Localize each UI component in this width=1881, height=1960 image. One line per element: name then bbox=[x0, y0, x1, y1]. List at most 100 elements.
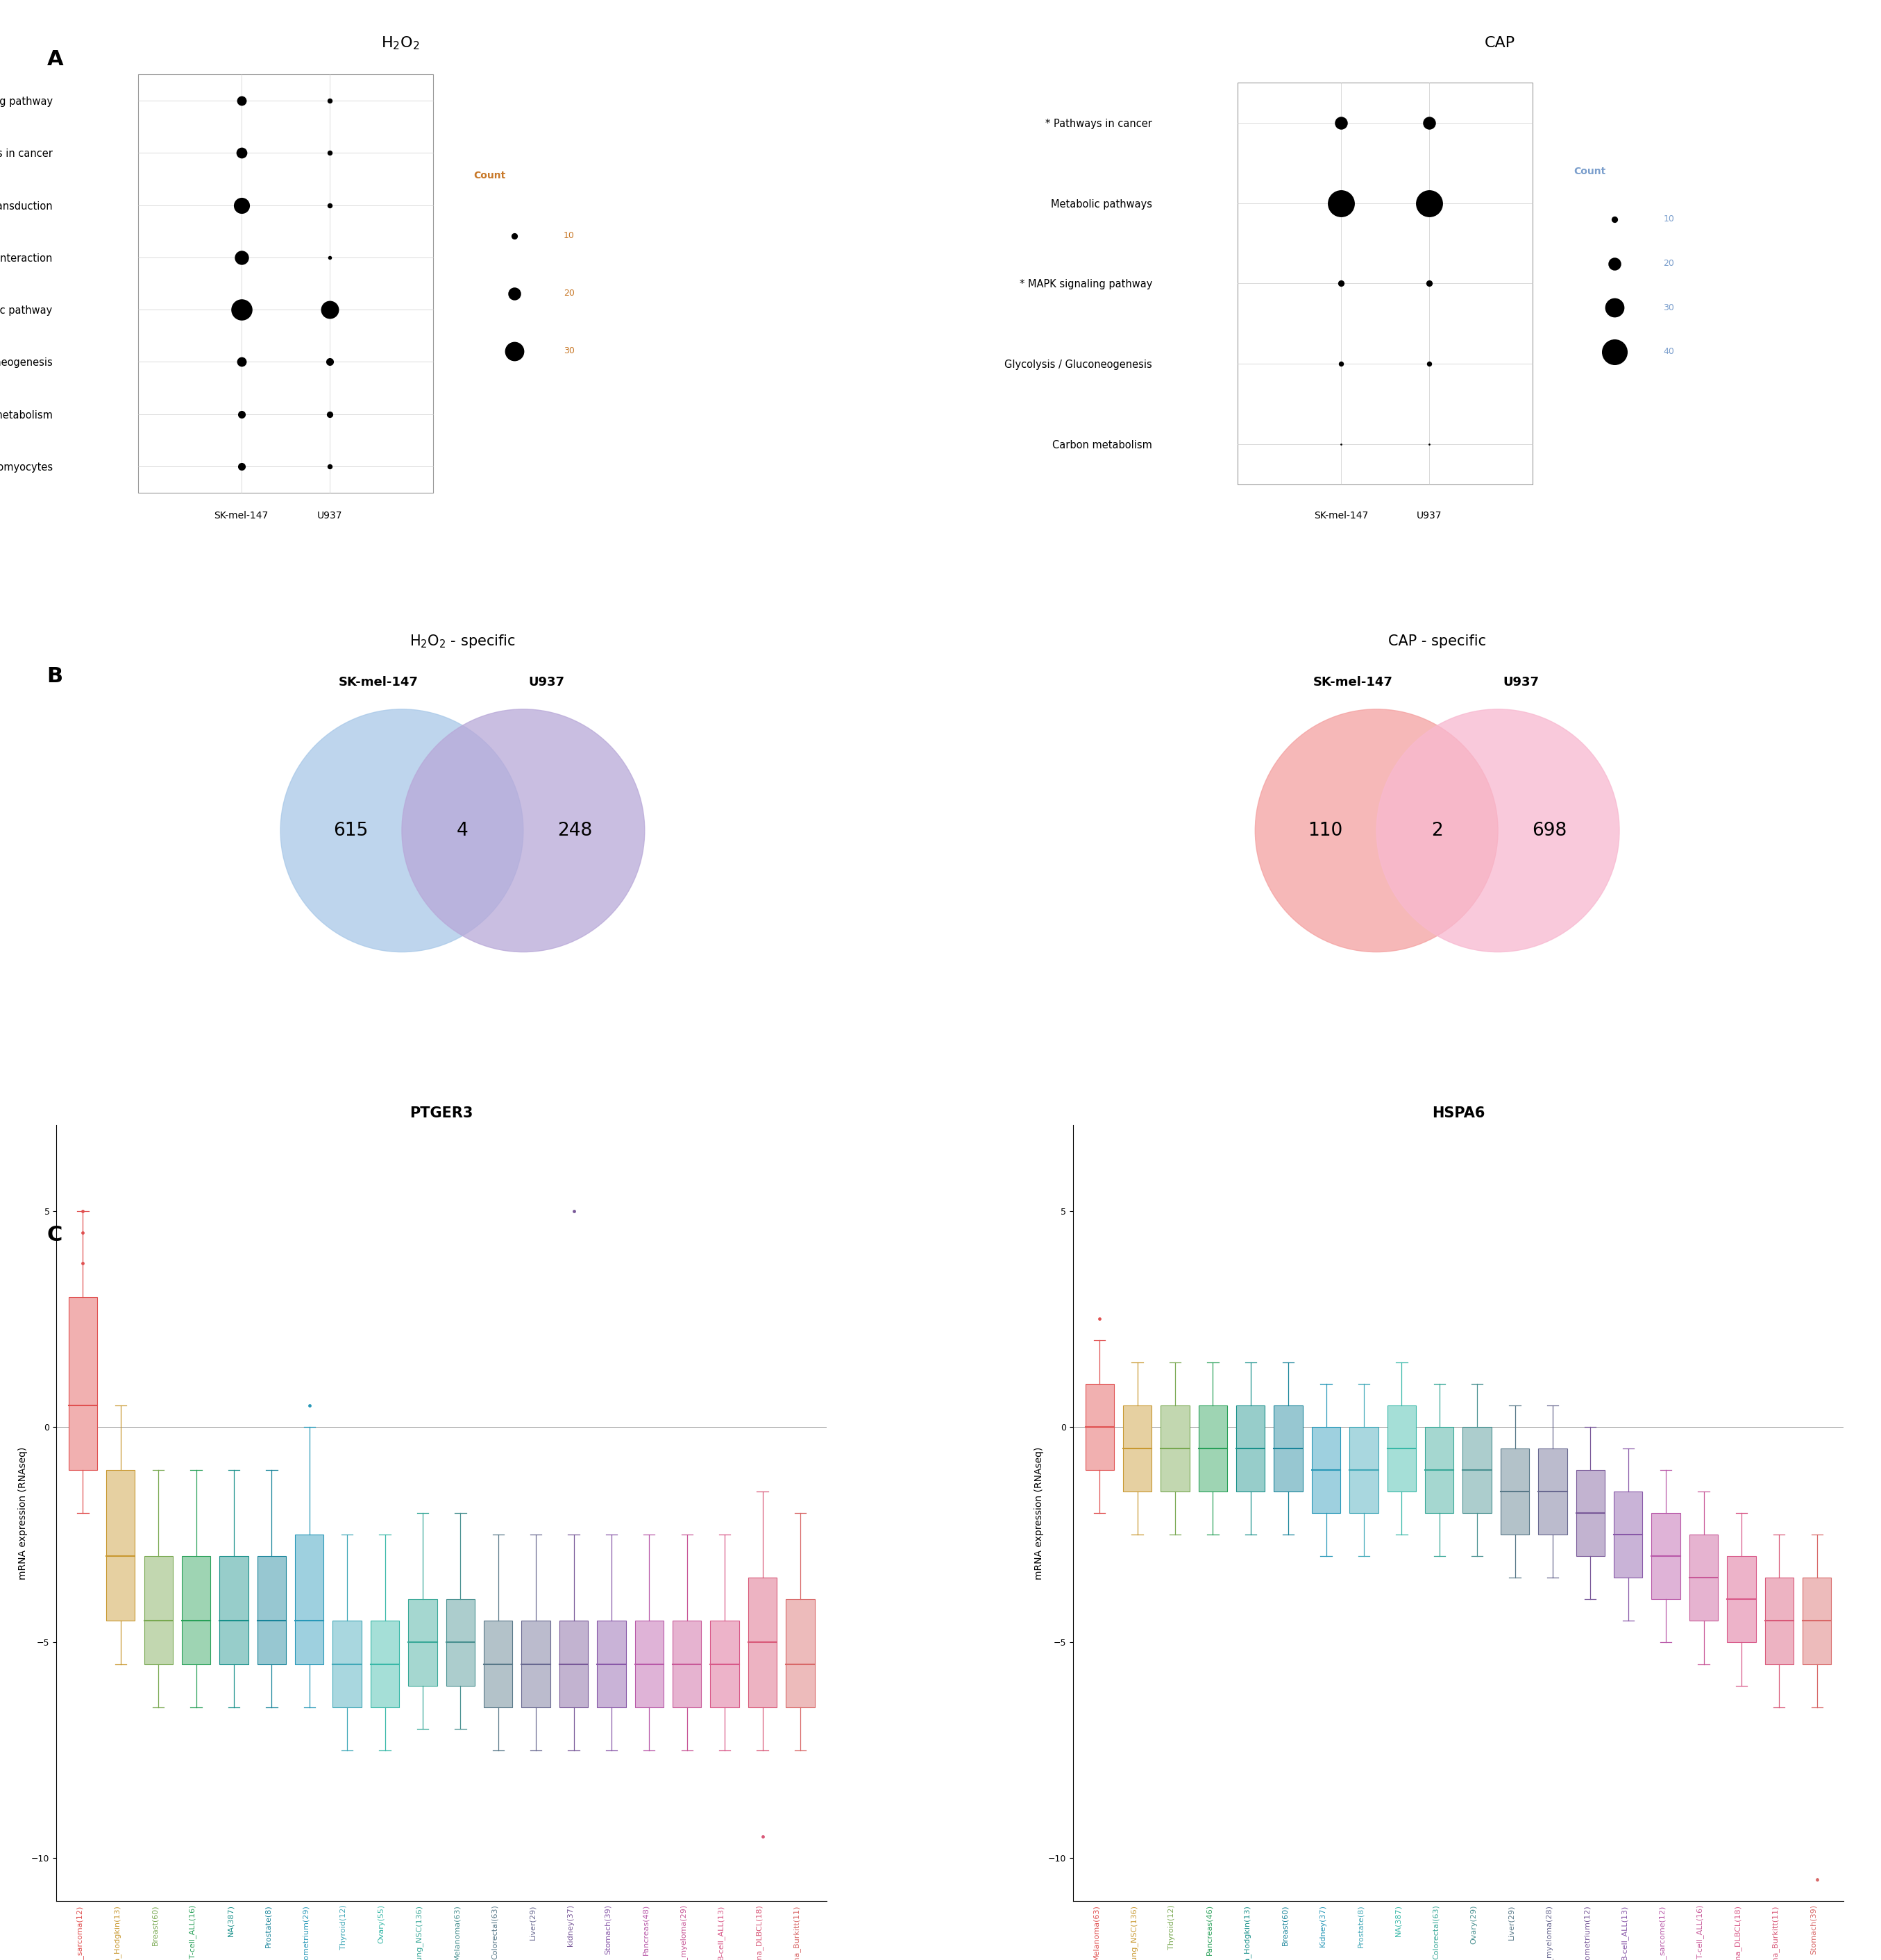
Text: U937: U937 bbox=[1503, 676, 1539, 688]
FancyBboxPatch shape bbox=[295, 1535, 324, 1664]
Point bbox=[1326, 429, 1356, 461]
Text: 698: 698 bbox=[1531, 821, 1567, 839]
Point bbox=[1415, 269, 1445, 300]
FancyBboxPatch shape bbox=[1727, 1556, 1755, 1642]
Point bbox=[500, 220, 530, 251]
Text: 615: 615 bbox=[333, 821, 369, 839]
Text: 20: 20 bbox=[1663, 259, 1674, 269]
Point bbox=[1415, 429, 1445, 461]
Title: CAP - specific: CAP - specific bbox=[1388, 635, 1486, 649]
FancyBboxPatch shape bbox=[483, 1621, 512, 1707]
Point bbox=[1599, 247, 1629, 278]
FancyBboxPatch shape bbox=[1614, 1492, 1642, 1578]
Point bbox=[68, 1196, 98, 1227]
FancyBboxPatch shape bbox=[636, 1621, 664, 1707]
FancyBboxPatch shape bbox=[1689, 1535, 1717, 1621]
Point bbox=[1085, 1303, 1115, 1335]
FancyBboxPatch shape bbox=[1085, 1384, 1114, 1470]
Point bbox=[314, 137, 344, 169]
Text: 2: 2 bbox=[1431, 821, 1443, 839]
FancyBboxPatch shape bbox=[1123, 1405, 1151, 1492]
Title: HSPA6: HSPA6 bbox=[1431, 1105, 1484, 1119]
FancyBboxPatch shape bbox=[1349, 1427, 1379, 1513]
Point bbox=[1326, 188, 1356, 220]
FancyBboxPatch shape bbox=[711, 1621, 739, 1707]
Text: 30: 30 bbox=[1663, 304, 1674, 312]
Point bbox=[747, 1821, 777, 1852]
Point bbox=[314, 294, 344, 325]
FancyBboxPatch shape bbox=[408, 1599, 436, 1686]
Title: CAP: CAP bbox=[1484, 35, 1514, 51]
Point bbox=[314, 190, 344, 221]
Circle shape bbox=[280, 710, 523, 953]
FancyBboxPatch shape bbox=[182, 1556, 211, 1664]
Text: SK-mel-147: SK-mel-147 bbox=[339, 676, 418, 688]
FancyBboxPatch shape bbox=[1236, 1405, 1264, 1492]
Text: 20: 20 bbox=[564, 288, 576, 298]
Text: Count: Count bbox=[474, 171, 506, 180]
Text: 110: 110 bbox=[1307, 821, 1343, 839]
Text: A: A bbox=[47, 49, 64, 69]
Point bbox=[293, 1390, 324, 1421]
Title: $\mathregular{H_2O_2}$: $\mathregular{H_2O_2}$ bbox=[380, 35, 419, 51]
Title: PTGER3: PTGER3 bbox=[410, 1105, 474, 1119]
FancyBboxPatch shape bbox=[1161, 1405, 1189, 1492]
Point bbox=[1599, 335, 1629, 367]
Point bbox=[1802, 1864, 1832, 1895]
Text: 4: 4 bbox=[457, 821, 468, 839]
Point bbox=[500, 335, 530, 367]
Point bbox=[226, 190, 256, 221]
Point bbox=[500, 278, 530, 310]
Point bbox=[226, 241, 256, 272]
Point bbox=[226, 347, 256, 378]
Point bbox=[1326, 108, 1356, 139]
Point bbox=[1599, 204, 1629, 235]
Text: 248: 248 bbox=[557, 821, 593, 839]
Circle shape bbox=[1377, 710, 1620, 953]
Text: SK-mel-147: SK-mel-147 bbox=[1313, 676, 1394, 688]
Text: 40: 40 bbox=[1663, 347, 1674, 357]
Y-axis label: mRNA expression (RNAseq): mRNA expression (RNAseq) bbox=[1035, 1446, 1044, 1580]
Text: B: B bbox=[47, 666, 64, 686]
FancyBboxPatch shape bbox=[1802, 1578, 1832, 1664]
Point bbox=[226, 137, 256, 169]
Point bbox=[1326, 349, 1356, 380]
Title: H$_2$O$_2$ - specific: H$_2$O$_2$ - specific bbox=[410, 633, 515, 649]
FancyBboxPatch shape bbox=[1501, 1448, 1529, 1535]
FancyBboxPatch shape bbox=[673, 1621, 702, 1707]
Y-axis label: mRNA expression (RNAseq): mRNA expression (RNAseq) bbox=[17, 1446, 28, 1580]
Point bbox=[68, 1217, 98, 1249]
Point bbox=[559, 1196, 589, 1227]
FancyBboxPatch shape bbox=[1198, 1405, 1226, 1492]
FancyBboxPatch shape bbox=[749, 1578, 777, 1707]
FancyBboxPatch shape bbox=[596, 1621, 626, 1707]
Text: Count: Count bbox=[1573, 167, 1606, 176]
FancyBboxPatch shape bbox=[371, 1621, 399, 1707]
Point bbox=[226, 294, 256, 325]
Point bbox=[68, 1247, 98, 1278]
FancyBboxPatch shape bbox=[446, 1599, 474, 1686]
Point bbox=[314, 451, 344, 482]
Point bbox=[226, 84, 256, 116]
Point bbox=[226, 451, 256, 482]
FancyBboxPatch shape bbox=[1311, 1427, 1341, 1513]
FancyBboxPatch shape bbox=[521, 1621, 551, 1707]
FancyBboxPatch shape bbox=[105, 1470, 135, 1621]
FancyBboxPatch shape bbox=[258, 1556, 286, 1664]
FancyBboxPatch shape bbox=[1426, 1427, 1454, 1513]
FancyBboxPatch shape bbox=[1388, 1405, 1416, 1492]
FancyBboxPatch shape bbox=[220, 1556, 248, 1664]
Text: U937: U937 bbox=[529, 676, 564, 688]
Point bbox=[314, 398, 344, 429]
FancyBboxPatch shape bbox=[1273, 1405, 1304, 1492]
FancyBboxPatch shape bbox=[145, 1556, 173, 1664]
Circle shape bbox=[1255, 710, 1497, 953]
FancyBboxPatch shape bbox=[333, 1621, 361, 1707]
Point bbox=[1326, 269, 1356, 300]
Point bbox=[226, 398, 256, 429]
Circle shape bbox=[403, 710, 645, 953]
FancyBboxPatch shape bbox=[68, 1298, 98, 1470]
Text: C: C bbox=[47, 1225, 62, 1245]
Point bbox=[314, 241, 344, 272]
FancyBboxPatch shape bbox=[1576, 1470, 1604, 1556]
